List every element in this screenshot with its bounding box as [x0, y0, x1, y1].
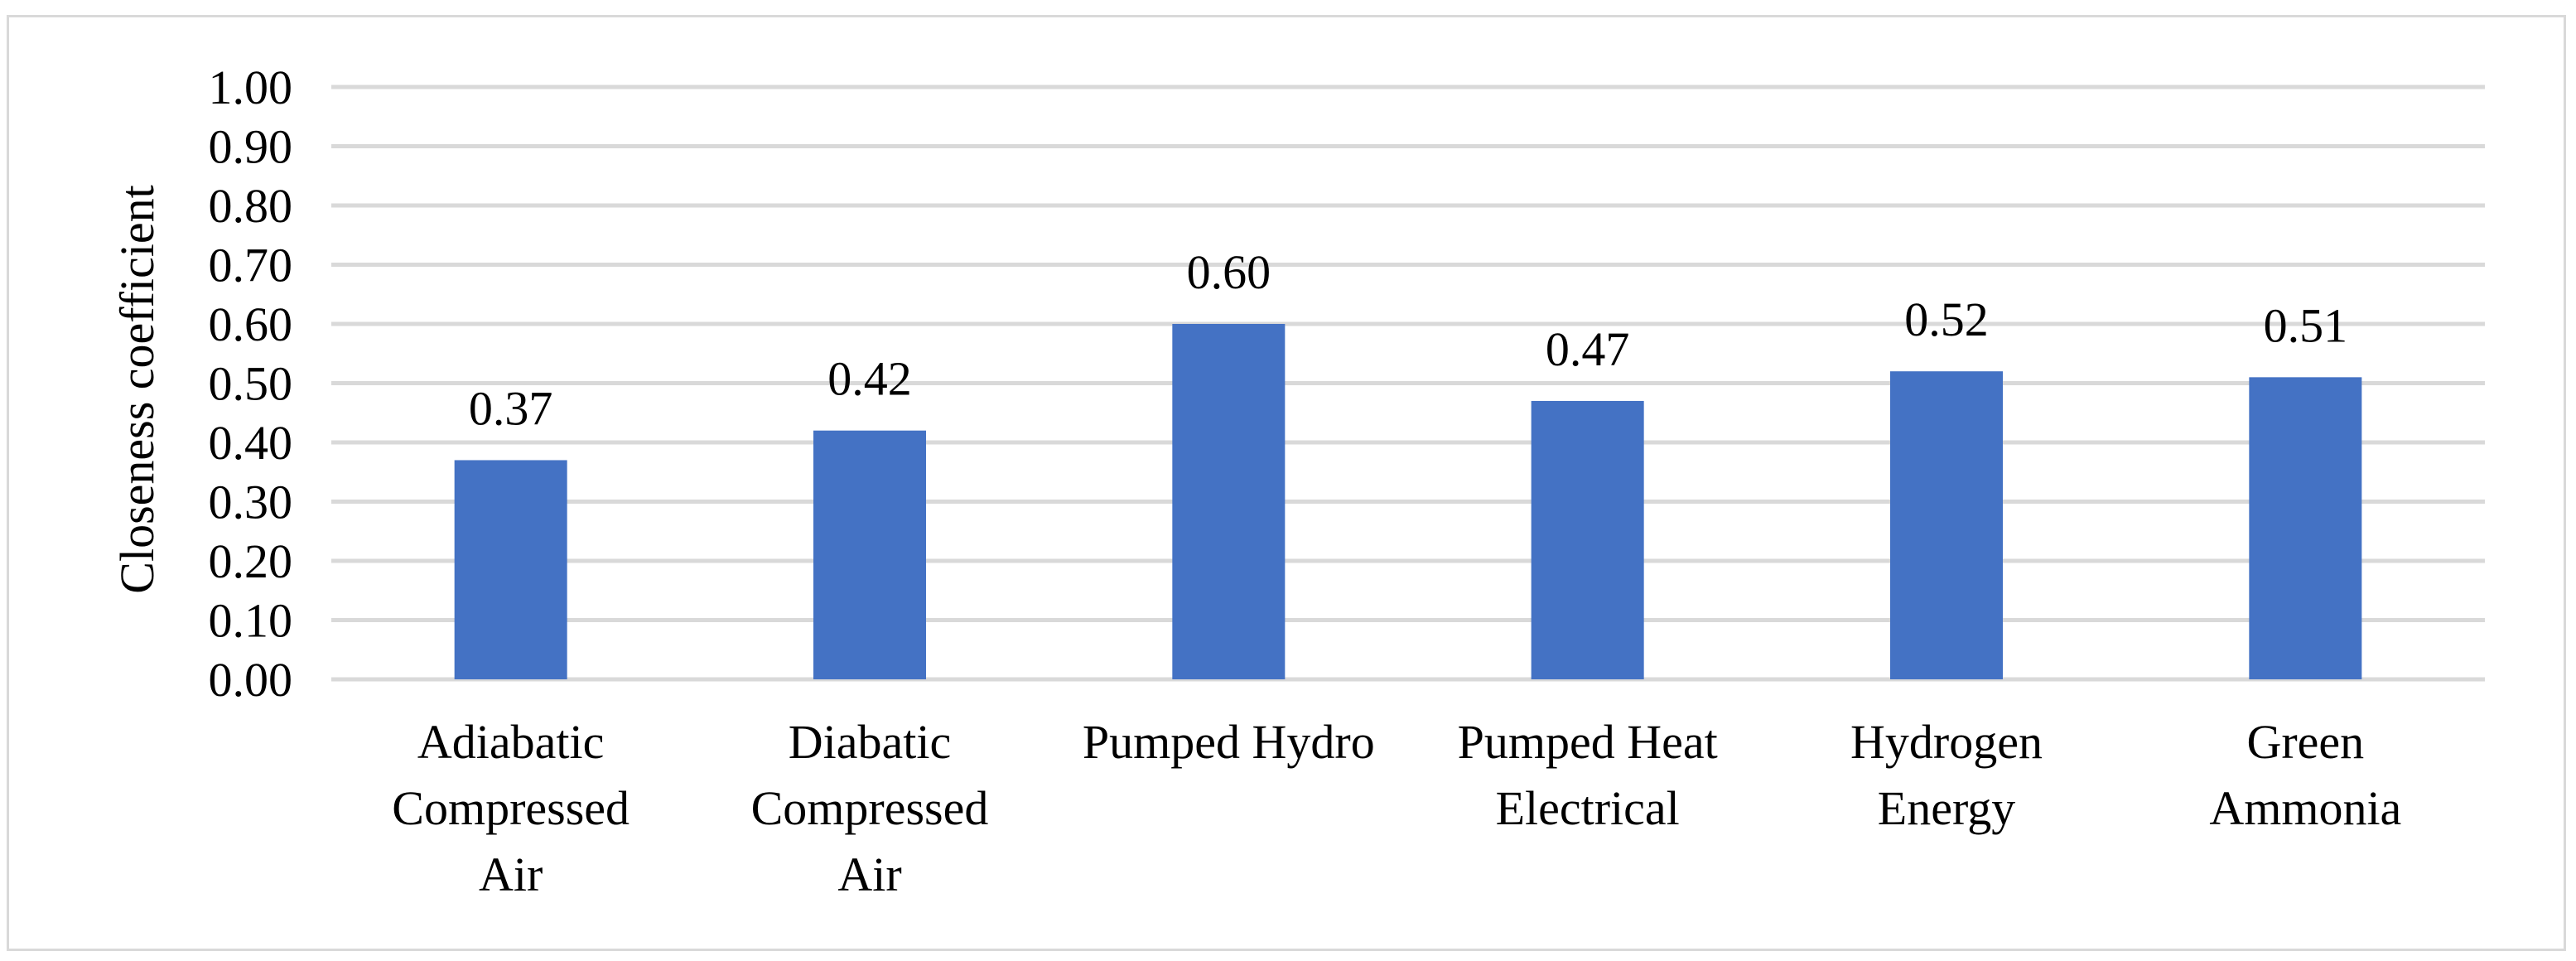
x-category-label-line: Ammonia: [2209, 781, 2401, 835]
x-category-label-line: Hydrogen: [1850, 715, 2043, 769]
x-category-label: Green Ammonia: [2209, 715, 2401, 835]
x-category-label: Adiabatic Compressed Air: [392, 715, 630, 901]
y-tick-label: 0.90: [209, 120, 293, 174]
data-label: 0.60: [1187, 245, 1271, 299]
y-tick-label: 0.80: [209, 179, 293, 233]
x-category-label-line: Electrical: [1496, 781, 1680, 835]
x-category-label-line: Air: [479, 848, 543, 901]
data-label: 0.51: [2264, 298, 2348, 352]
gridlines: [331, 85, 2485, 682]
bar: [1890, 371, 2003, 679]
data-label: 0.42: [827, 352, 912, 406]
x-category-label-line: Energy: [1878, 781, 2015, 835]
data-label: 0.37: [469, 381, 553, 435]
x-category-label: Pumped Hydro: [1083, 715, 1375, 769]
bar: [454, 460, 567, 679]
x-category-label-line: Pumped Heat: [1458, 715, 1718, 769]
x-category-label-line: Diabatic: [789, 715, 951, 769]
data-label: 0.47: [1546, 322, 1630, 376]
bar: [2249, 377, 2362, 679]
x-category-label: Hydrogen Energy: [1850, 715, 2043, 835]
x-category-label: Diabatic Compressed Air: [751, 715, 989, 901]
x-category-label: Pumped Heat Electrical: [1458, 715, 1718, 835]
y-axis-title: Closeness coefficient: [110, 185, 164, 593]
y-tick-label: 0.10: [209, 594, 293, 648]
bar: [1531, 400, 1644, 679]
y-axis-ticks: 0.000.10 0.200.30 0.400.50 0.600.70 0.800.90…: [209, 60, 293, 707]
x-category-label-line: Adiabatic: [417, 715, 604, 769]
x-category-label-line: Air: [837, 848, 901, 901]
bar: [813, 430, 926, 679]
y-tick-label: 0.60: [209, 297, 293, 351]
data-label: 0.52: [1904, 292, 1989, 346]
bars: [454, 324, 2362, 679]
x-axis-categories: Adiabatic Compressed Air Diabatic Compressed…: [392, 715, 2401, 901]
y-tick-label: 0.30: [209, 476, 293, 529]
y-tick-label: 0.40: [209, 416, 293, 470]
data-labels: 0.37 0.42 0.60 0.47 0.52 0.51: [469, 245, 2347, 435]
chart-frame: [7, 15, 2566, 951]
y-tick-label: 0.50: [209, 357, 293, 411]
x-category-label-line: Compressed: [751, 781, 989, 835]
x-category-label-line: Green: [2246, 715, 2364, 769]
x-category-label-line: Pumped Hydro: [1083, 715, 1375, 769]
y-tick-label: 1.00: [209, 60, 293, 114]
x-category-label-line: Compressed: [392, 781, 630, 835]
bar: [1172, 324, 1286, 679]
y-tick-label: 0.20: [209, 534, 293, 588]
y-tick-label: 0.00: [209, 653, 293, 707]
y-tick-label: 0.70: [209, 239, 293, 292]
